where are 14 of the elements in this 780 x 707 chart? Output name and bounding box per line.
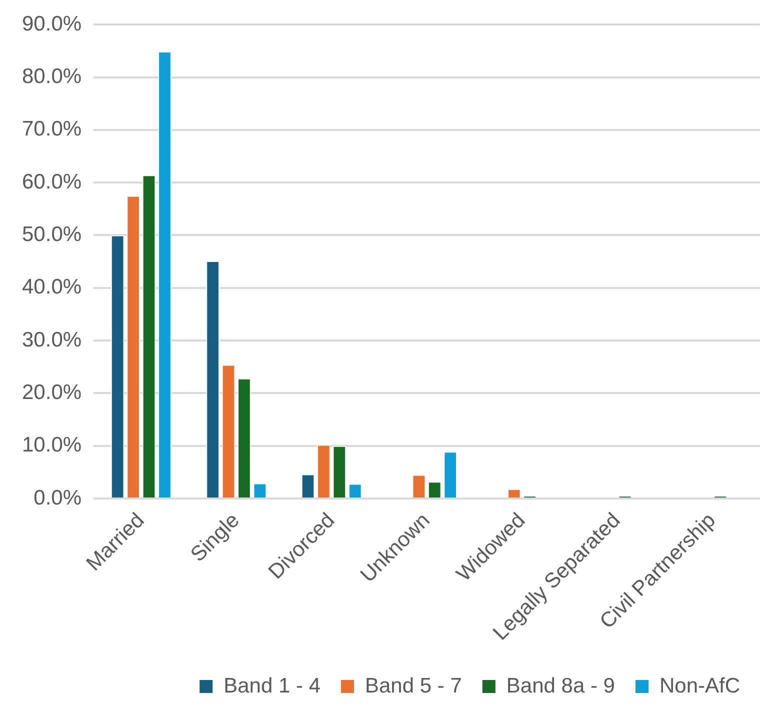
legend-label: Non-AfC [659,674,740,698]
legend-label: Band 5 - 7 [365,674,462,698]
y-tick-label: 50.0% [22,223,82,246]
legend-label: Band 1 - 4 [224,674,321,698]
y-tick-label: 10.0% [22,434,82,457]
y-tick-label: 20.0% [22,380,82,404]
y-tick-label: 90.0% [22,12,82,36]
y-tick-label: 0.0% [34,486,82,510]
y-tick-label: 80.0% [22,65,82,88]
y-tick-label: 70.0% [22,118,82,141]
legend-label: Band 8a - 9 [506,674,615,698]
y-tick-label: 60.0% [22,170,82,194]
y-tick-label: 40.0% [22,276,82,299]
y-tick-label: 30.0% [22,328,82,352]
